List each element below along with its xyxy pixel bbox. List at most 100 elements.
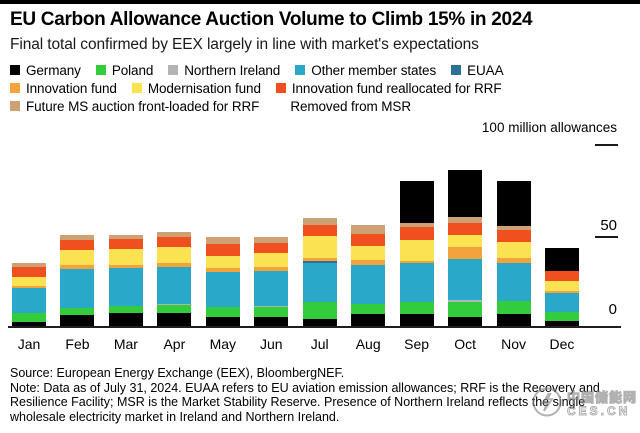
bar-mar bbox=[108, 234, 143, 327]
segment-innovation-fund-reallocated-for-rrf bbox=[399, 227, 434, 241]
segment-innovation-fund-reallocated-for-rrf bbox=[205, 243, 240, 256]
legend-item-future-ms-auction-front-loaded-for-rrf: Future MS auction front-loaded for RRF bbox=[10, 99, 259, 114]
chart-subtitle: Final total confirmed by EEX largely in … bbox=[10, 36, 479, 53]
segment-germany bbox=[108, 313, 143, 327]
legend-swatch-removed-from-msr bbox=[274, 101, 285, 111]
segment-innovation-fund bbox=[399, 261, 434, 263]
segment-innovation-fund bbox=[205, 267, 240, 273]
segment-other-member-states bbox=[399, 262, 434, 303]
bar-nov bbox=[496, 180, 531, 327]
legend-swatch-future-ms-auction-front-loaded-for-rrf bbox=[10, 101, 20, 111]
segment-germany bbox=[12, 321, 46, 327]
segment-poland bbox=[205, 306, 240, 317]
segment-future-ms-auction-front-loaded-for-rrf bbox=[351, 225, 386, 234]
segment-innovation-fund-reallocated-for-rrf bbox=[544, 271, 579, 282]
segment-innovation-fund bbox=[108, 264, 143, 269]
bar-feb bbox=[60, 234, 95, 327]
segment-future-ms-auction-front-loaded-for-rrf bbox=[448, 217, 483, 223]
segment-other-member-states bbox=[496, 262, 531, 302]
segment-modernisation-fund bbox=[448, 234, 483, 248]
legend-item-germany: Germany bbox=[10, 63, 81, 78]
segment-other-member-states bbox=[60, 269, 95, 308]
segment-germany bbox=[399, 314, 434, 327]
segment-poland bbox=[302, 302, 337, 319]
segment-germany bbox=[448, 316, 483, 327]
segment-modernisation-fund bbox=[12, 276, 46, 286]
segment-innovation-fund-reallocated-for-rrf bbox=[496, 230, 531, 242]
y-tick-line-50 bbox=[595, 235, 618, 238]
x-axis: Jan Feb Mar Apr May Jun Jul Aug Sep Oct Nov Dec bbox=[12, 336, 579, 352]
segment-future-ms-auction-front-loaded-for-rrf bbox=[157, 231, 192, 238]
legend-item-modernisation-fund: Modernisation fund bbox=[131, 81, 261, 96]
y-tick-label-50: 50 bbox=[600, 216, 617, 234]
x-axis-baseline bbox=[8, 326, 621, 328]
legend-row: Innovation fund Modernisation fund Innovat… bbox=[10, 79, 634, 97]
segment-other-member-states bbox=[544, 293, 579, 313]
legend-item-poland: Poland bbox=[95, 63, 153, 78]
legend-swatch-northern-ireland bbox=[168, 65, 179, 75]
legend-item-other-member-states: Other member states bbox=[295, 63, 436, 78]
segment-poland bbox=[157, 305, 192, 314]
segment-germany bbox=[205, 316, 240, 327]
x-axis-label-aug: Aug bbox=[355, 336, 381, 352]
segment-future-ms-auction-front-loaded-for-rrf bbox=[108, 234, 143, 240]
segment-germany bbox=[496, 314, 531, 327]
segment-poland bbox=[544, 312, 579, 321]
segment-modernisation-fund bbox=[108, 249, 143, 265]
segment-modernisation-fund bbox=[351, 245, 386, 261]
legend-swatch-euaa bbox=[451, 65, 462, 75]
bar-may bbox=[205, 237, 240, 327]
segment-future-ms-auction-front-loaded-for-rrf bbox=[254, 237, 289, 243]
legend-row: Germany Poland Northern Ireland Other membe… bbox=[10, 61, 634, 79]
segment-future-ms-auction-front-loaded-for-rrf bbox=[205, 237, 240, 244]
x-axis-label-jul: Jul bbox=[310, 336, 329, 352]
segment-innovation-fund-reallocated-for-rrf bbox=[351, 233, 386, 246]
segment-other-member-states bbox=[12, 287, 46, 314]
segment-other-member-states bbox=[448, 259, 483, 301]
segment-other-member-states bbox=[254, 271, 289, 306]
top-accent-bar bbox=[0, 0, 640, 4]
segment-innovation-fund bbox=[351, 260, 386, 265]
segment-other-member-states bbox=[157, 266, 192, 305]
segment-innovation-fund bbox=[12, 285, 46, 288]
segment-northern-ireland bbox=[448, 300, 483, 303]
segment-northern-ireland bbox=[157, 304, 192, 306]
legend-item-innovation-fund-reallocated-for-rrf: Innovation fund reallocated for RRF bbox=[275, 81, 502, 96]
legend-label: Future MS auction front-loaded for RRF bbox=[26, 98, 260, 114]
bar-dec bbox=[544, 248, 579, 327]
segment-poland bbox=[448, 302, 483, 317]
segment-germany bbox=[302, 318, 337, 327]
segment-modernisation-fund bbox=[544, 281, 579, 292]
segment-innovation-fund bbox=[60, 264, 95, 270]
segment-modernisation-fund bbox=[60, 250, 95, 265]
segment-innovation-fund bbox=[496, 258, 531, 263]
x-axis-label-may: May bbox=[209, 336, 237, 352]
segment-innovation-fund-reallocated-for-rrf bbox=[448, 222, 483, 235]
legend-item-innovation-fund: Innovation fund bbox=[10, 81, 117, 96]
segment-innovation-fund bbox=[157, 262, 192, 267]
x-axis-label-sep: Sep bbox=[404, 336, 430, 352]
legend-label: Northern Ireland bbox=[184, 62, 281, 78]
segment-poland bbox=[496, 301, 531, 315]
y-tick-label-0: 0 bbox=[608, 301, 617, 318]
segment-innovation-fund bbox=[302, 258, 337, 262]
legend-swatch-modernisation-fund bbox=[131, 83, 142, 93]
segment-germany bbox=[60, 315, 95, 327]
x-axis-label-jan: Jan bbox=[17, 336, 41, 352]
segment-innovation-fund-reallocated-for-rrf bbox=[12, 266, 46, 277]
y-axis: 0 50 bbox=[578, 144, 640, 327]
legend-swatch-innovation-fund bbox=[10, 83, 20, 93]
segment-euaa bbox=[302, 261, 337, 263]
y-axis-unit-label: 100 million allowances bbox=[481, 120, 617, 135]
x-axis-label-mar: Mar bbox=[113, 336, 138, 352]
segment-modernisation-fund bbox=[496, 241, 531, 259]
legend-swatch-poland bbox=[95, 65, 106, 75]
segment-germany bbox=[254, 316, 289, 327]
plot-area bbox=[12, 144, 579, 327]
x-axis-label-apr: Apr bbox=[163, 336, 186, 352]
segment-poland bbox=[12, 313, 46, 322]
segment-germany bbox=[351, 314, 386, 327]
x-axis-label-oct: Oct bbox=[454, 336, 476, 352]
y-tick-line-100 bbox=[595, 144, 618, 146]
segment-innovation-fund-reallocated-for-rrf bbox=[108, 239, 143, 250]
